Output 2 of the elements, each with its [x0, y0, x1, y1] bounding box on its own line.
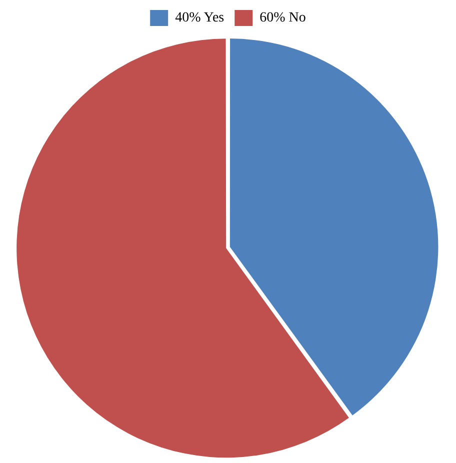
legend-label: 40% Yes: [175, 10, 224, 26]
legend-label: 60% No: [260, 10, 306, 26]
